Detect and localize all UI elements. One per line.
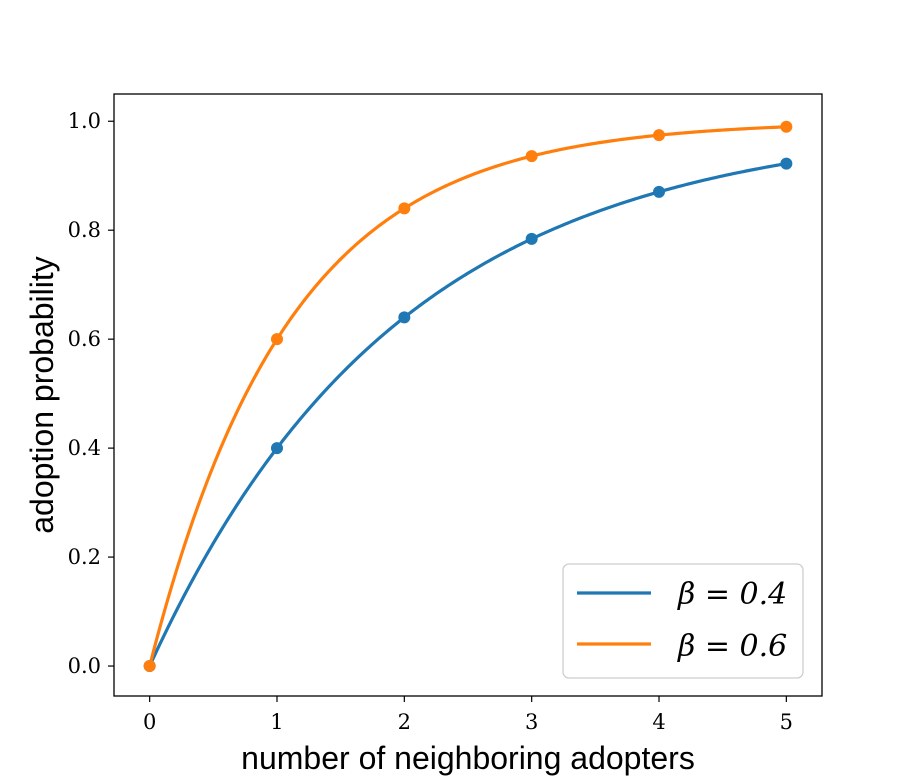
data-point	[270, 333, 283, 346]
y-tick-label: 0.2	[68, 545, 101, 569]
data-point	[270, 442, 283, 455]
data-point	[525, 232, 538, 245]
series-line	[148, 125, 787, 667]
data-point	[780, 157, 793, 170]
legend-label: β = 0.4	[677, 577, 787, 612]
x-tick-label: 5	[780, 710, 793, 734]
x-tick-label: 0	[143, 710, 156, 734]
x-tick-label: 3	[525, 710, 538, 734]
y-tick-label: 0.6	[68, 327, 101, 351]
data-point	[143, 660, 156, 673]
data-point	[525, 150, 538, 163]
data-point	[398, 311, 411, 324]
data-point	[398, 202, 411, 215]
data-point	[780, 120, 793, 133]
y-tick-label: 0.8	[68, 218, 101, 242]
y-tick-label: 0.0	[68, 654, 101, 678]
series-layer	[143, 120, 793, 673]
plot-frame	[113, 93, 823, 697]
x-axis-title: number of neighboring adopters	[241, 740, 695, 776]
ticks: 0 1 2 3 4 5 0.0 0.2 0.4 0.6 0.8 1.0	[68, 109, 793, 734]
legend: β = 0.4 β = 0.6	[562, 563, 804, 679]
y-axis-title: adoption probability	[24, 256, 60, 534]
data-point	[653, 185, 666, 198]
legend-label: β = 0.6	[677, 629, 787, 664]
x-tick-label: 1	[270, 710, 283, 734]
x-tick-label: 2	[398, 710, 411, 734]
data-point	[653, 129, 666, 142]
y-tick-label: 1.0	[68, 109, 101, 133]
x-tick-label: 4	[652, 710, 665, 734]
y-tick-label: 0.4	[68, 436, 101, 460]
series-line	[148, 162, 787, 667]
